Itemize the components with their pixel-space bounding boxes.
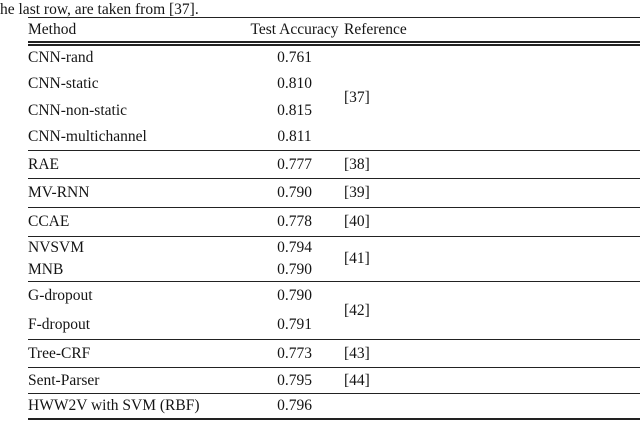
header-reference: Reference: [344, 20, 407, 38]
table-row: MNB 0.790: [28, 260, 640, 282]
filler-cell: [420, 44, 640, 151]
accuracy-cell: 0.795: [277, 371, 312, 389]
group-tree-crf: Tree-CRF 0.773 [43]: [28, 339, 640, 368]
table-row: HWW2V with SVM (RBF) 0.796: [28, 394, 640, 419]
accuracy-cell: 0.778: [277, 213, 312, 230]
accuracy-cell: 0.777: [277, 155, 312, 173]
method-cell: MNB: [28, 261, 64, 279]
accuracy-cell: 0.815: [277, 102, 312, 119]
reference-cell: [44]: [344, 371, 370, 389]
accuracy-cell: 0.790: [277, 287, 312, 305]
accuracy-cell: 0.761: [277, 49, 312, 67]
accuracy-cell: 0.811: [277, 128, 312, 146]
accuracy-cell: 0.790: [277, 261, 312, 279]
method-cell: CNN-rand: [28, 49, 94, 67]
table-row: CNN-static 0.810: [28, 71, 640, 98]
reference-cell: [40]: [344, 213, 370, 230]
method-cell: Sent-Parser: [28, 371, 100, 389]
method-cell: MV-RNN: [28, 184, 90, 201]
method-cell: G-dropout: [28, 287, 93, 305]
table-row: Sent-Parser 0.795 [44]: [28, 368, 640, 394]
results-table: Method Test Accuracy Reference CNN-rand …: [28, 17, 640, 420]
reference-cell: [43]: [344, 344, 370, 362]
table-row: CCAE 0.778 [40]: [28, 208, 640, 237]
group-mv-rnn: MV-RNN 0.790 [39]: [28, 178, 640, 208]
header-filler: [420, 18, 640, 44]
accuracy-cell: 0.794: [277, 239, 312, 257]
filler-cell: [420, 179, 640, 208]
reference-cell: [38]: [344, 155, 370, 173]
filler-cell: [420, 237, 640, 282]
table-caption: he last row, are taken from [37].: [0, 1, 199, 18]
table-row: Tree-CRF 0.773 [43]: [28, 340, 640, 368]
table-row: F-dropout 0.791: [28, 311, 640, 340]
filler-cell: [420, 394, 640, 419]
table-row: CNN-multichannel 0.811: [28, 125, 640, 151]
group-dropout: G-dropout 0.790 [42] F-dropout 0.791: [28, 281, 640, 340]
table-row: CNN-non-static 0.815: [28, 98, 640, 125]
table-row: RAE 0.777 [38]: [28, 151, 640, 179]
header-method: Method: [28, 20, 77, 38]
method-cell: CNN-multichannel: [28, 128, 147, 146]
group-rae: RAE 0.777 [38]: [28, 150, 640, 179]
header-row: Method Test Accuracy Reference: [28, 18, 640, 44]
accuracy-cell: 0.790: [277, 184, 312, 201]
accuracy-cell: 0.810: [277, 75, 312, 92]
table-header: Method Test Accuracy Reference: [28, 18, 640, 44]
table-row: MV-RNN 0.790 [39]: [28, 179, 640, 208]
group-hww2v: HWW2V with SVM (RBF) 0.796: [28, 393, 640, 419]
table-row: NVSVM 0.794 [41]: [28, 237, 640, 267]
reference-cell: [41]: [344, 250, 370, 267]
accuracy-cell: 0.773: [277, 344, 312, 362]
filler-cell: [420, 368, 640, 394]
reference-cell: [39]: [344, 184, 370, 201]
filler-cell: [420, 282, 640, 340]
method-cell: CCAE: [28, 213, 70, 230]
group-ccae: CCAE 0.778 [40]: [28, 207, 640, 237]
reference-cell: [42]: [344, 301, 370, 319]
method-cell: F-dropout: [28, 315, 90, 333]
method-cell: RAE: [28, 155, 59, 173]
header-test-accuracy: Test Accuracy: [250, 20, 339, 38]
group-nvsvm-mnb: NVSVM 0.794 [41] MNB 0.790: [28, 236, 640, 282]
method-cell: NVSVM: [28, 239, 84, 257]
group-cnn: CNN-rand 0.761 [37] CNN-static 0.810 CNN…: [28, 43, 640, 151]
group-sent-parser: Sent-Parser 0.795 [44]: [28, 367, 640, 394]
method-cell: HWW2V with SVM (RBF): [28, 396, 200, 414]
accuracy-cell: 0.796: [277, 396, 312, 414]
filler-cell: [420, 340, 640, 368]
reference-cell: [37]: [344, 89, 370, 106]
method-cell: Tree-CRF: [28, 344, 91, 362]
method-cell: CNN-static: [28, 75, 99, 92]
table-row: CNN-rand 0.761 [37]: [28, 44, 640, 106]
table-row: G-dropout 0.790 [42]: [28, 282, 640, 318]
method-cell: CNN-non-static: [28, 102, 128, 119]
accuracy-cell: 0.791: [277, 315, 312, 333]
reference-cell: [344, 394, 420, 419]
filler-cell: [420, 151, 640, 179]
filler-cell: [420, 208, 640, 237]
